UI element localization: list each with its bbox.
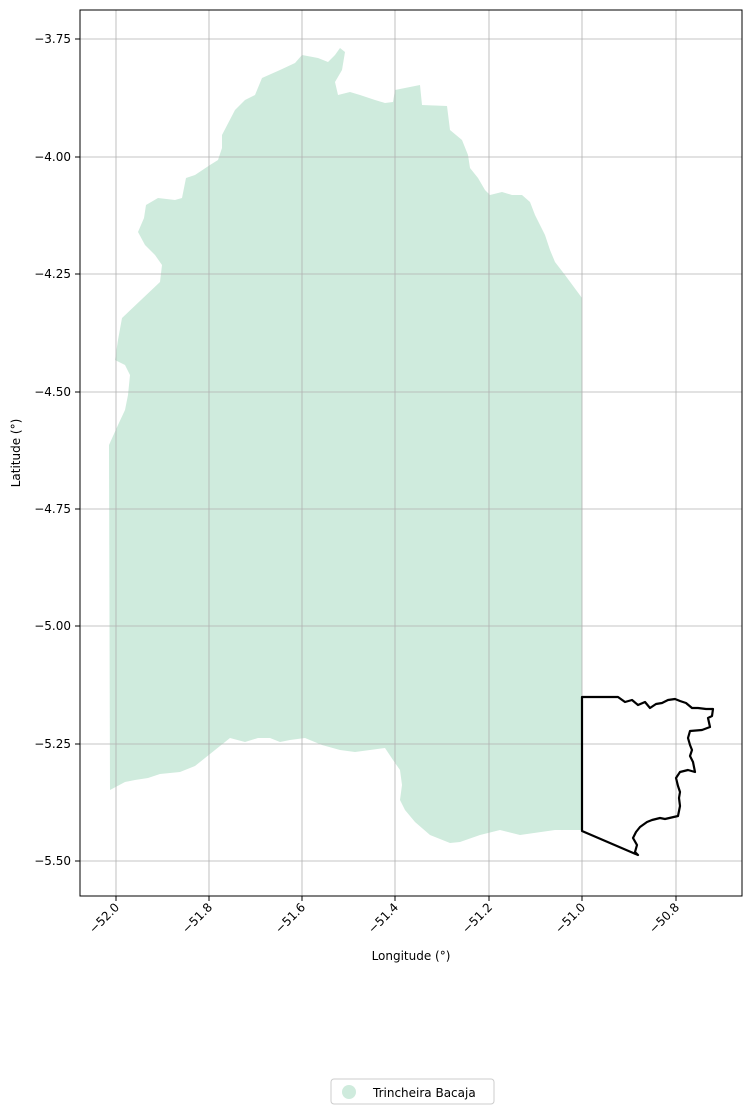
y-tick-label: −4.75 bbox=[34, 502, 71, 516]
legend-swatch-icon bbox=[342, 1085, 356, 1099]
legend: Trincheira Bacaja bbox=[330, 1078, 495, 1105]
y-tick-label: −5.25 bbox=[34, 737, 71, 751]
plot-area bbox=[80, 10, 742, 896]
y-tick-label: −4.00 bbox=[34, 150, 71, 164]
x-tick-label: −51.0 bbox=[552, 900, 588, 936]
x-axis-title: Longitude (°) bbox=[372, 949, 451, 963]
axes-frame bbox=[79, 9, 743, 897]
x-tick-label: −51.4 bbox=[365, 900, 401, 936]
y-tick-label: −3.75 bbox=[34, 32, 71, 46]
x-tick-label: −51.8 bbox=[179, 900, 215, 936]
y-tick-label: −5.50 bbox=[34, 854, 71, 868]
y-axis-title: Latitude (°) bbox=[9, 419, 23, 488]
legend-frame bbox=[330, 1078, 495, 1105]
x-tick-label: −50.8 bbox=[646, 900, 682, 936]
y-tick-label: −4.50 bbox=[34, 385, 71, 399]
x-tick-label: −51.6 bbox=[272, 900, 308, 936]
y-tick-label: −4.25 bbox=[34, 267, 71, 281]
y-tick-label: −5.00 bbox=[34, 619, 71, 633]
y-axis-ticks: −3.75 −4.00 −4.25 −4.50 −4.75 −5.00 −5.25 −5.50 bbox=[34, 32, 80, 868]
territory-polygon-trincheira-bacaja bbox=[109, 48, 582, 843]
legend-label: Trincheira Bacaja bbox=[372, 1086, 476, 1100]
grid-lines bbox=[80, 10, 742, 896]
x-tick-label: −51.2 bbox=[459, 900, 495, 936]
x-tick-label: −52.0 bbox=[86, 900, 122, 936]
outlined-region-boundary bbox=[580, 695, 715, 857]
x-axis-ticks: −52.0 −51.8 −51.6 −51.4 −51.2 −51.0 −50.8 bbox=[86, 896, 682, 936]
